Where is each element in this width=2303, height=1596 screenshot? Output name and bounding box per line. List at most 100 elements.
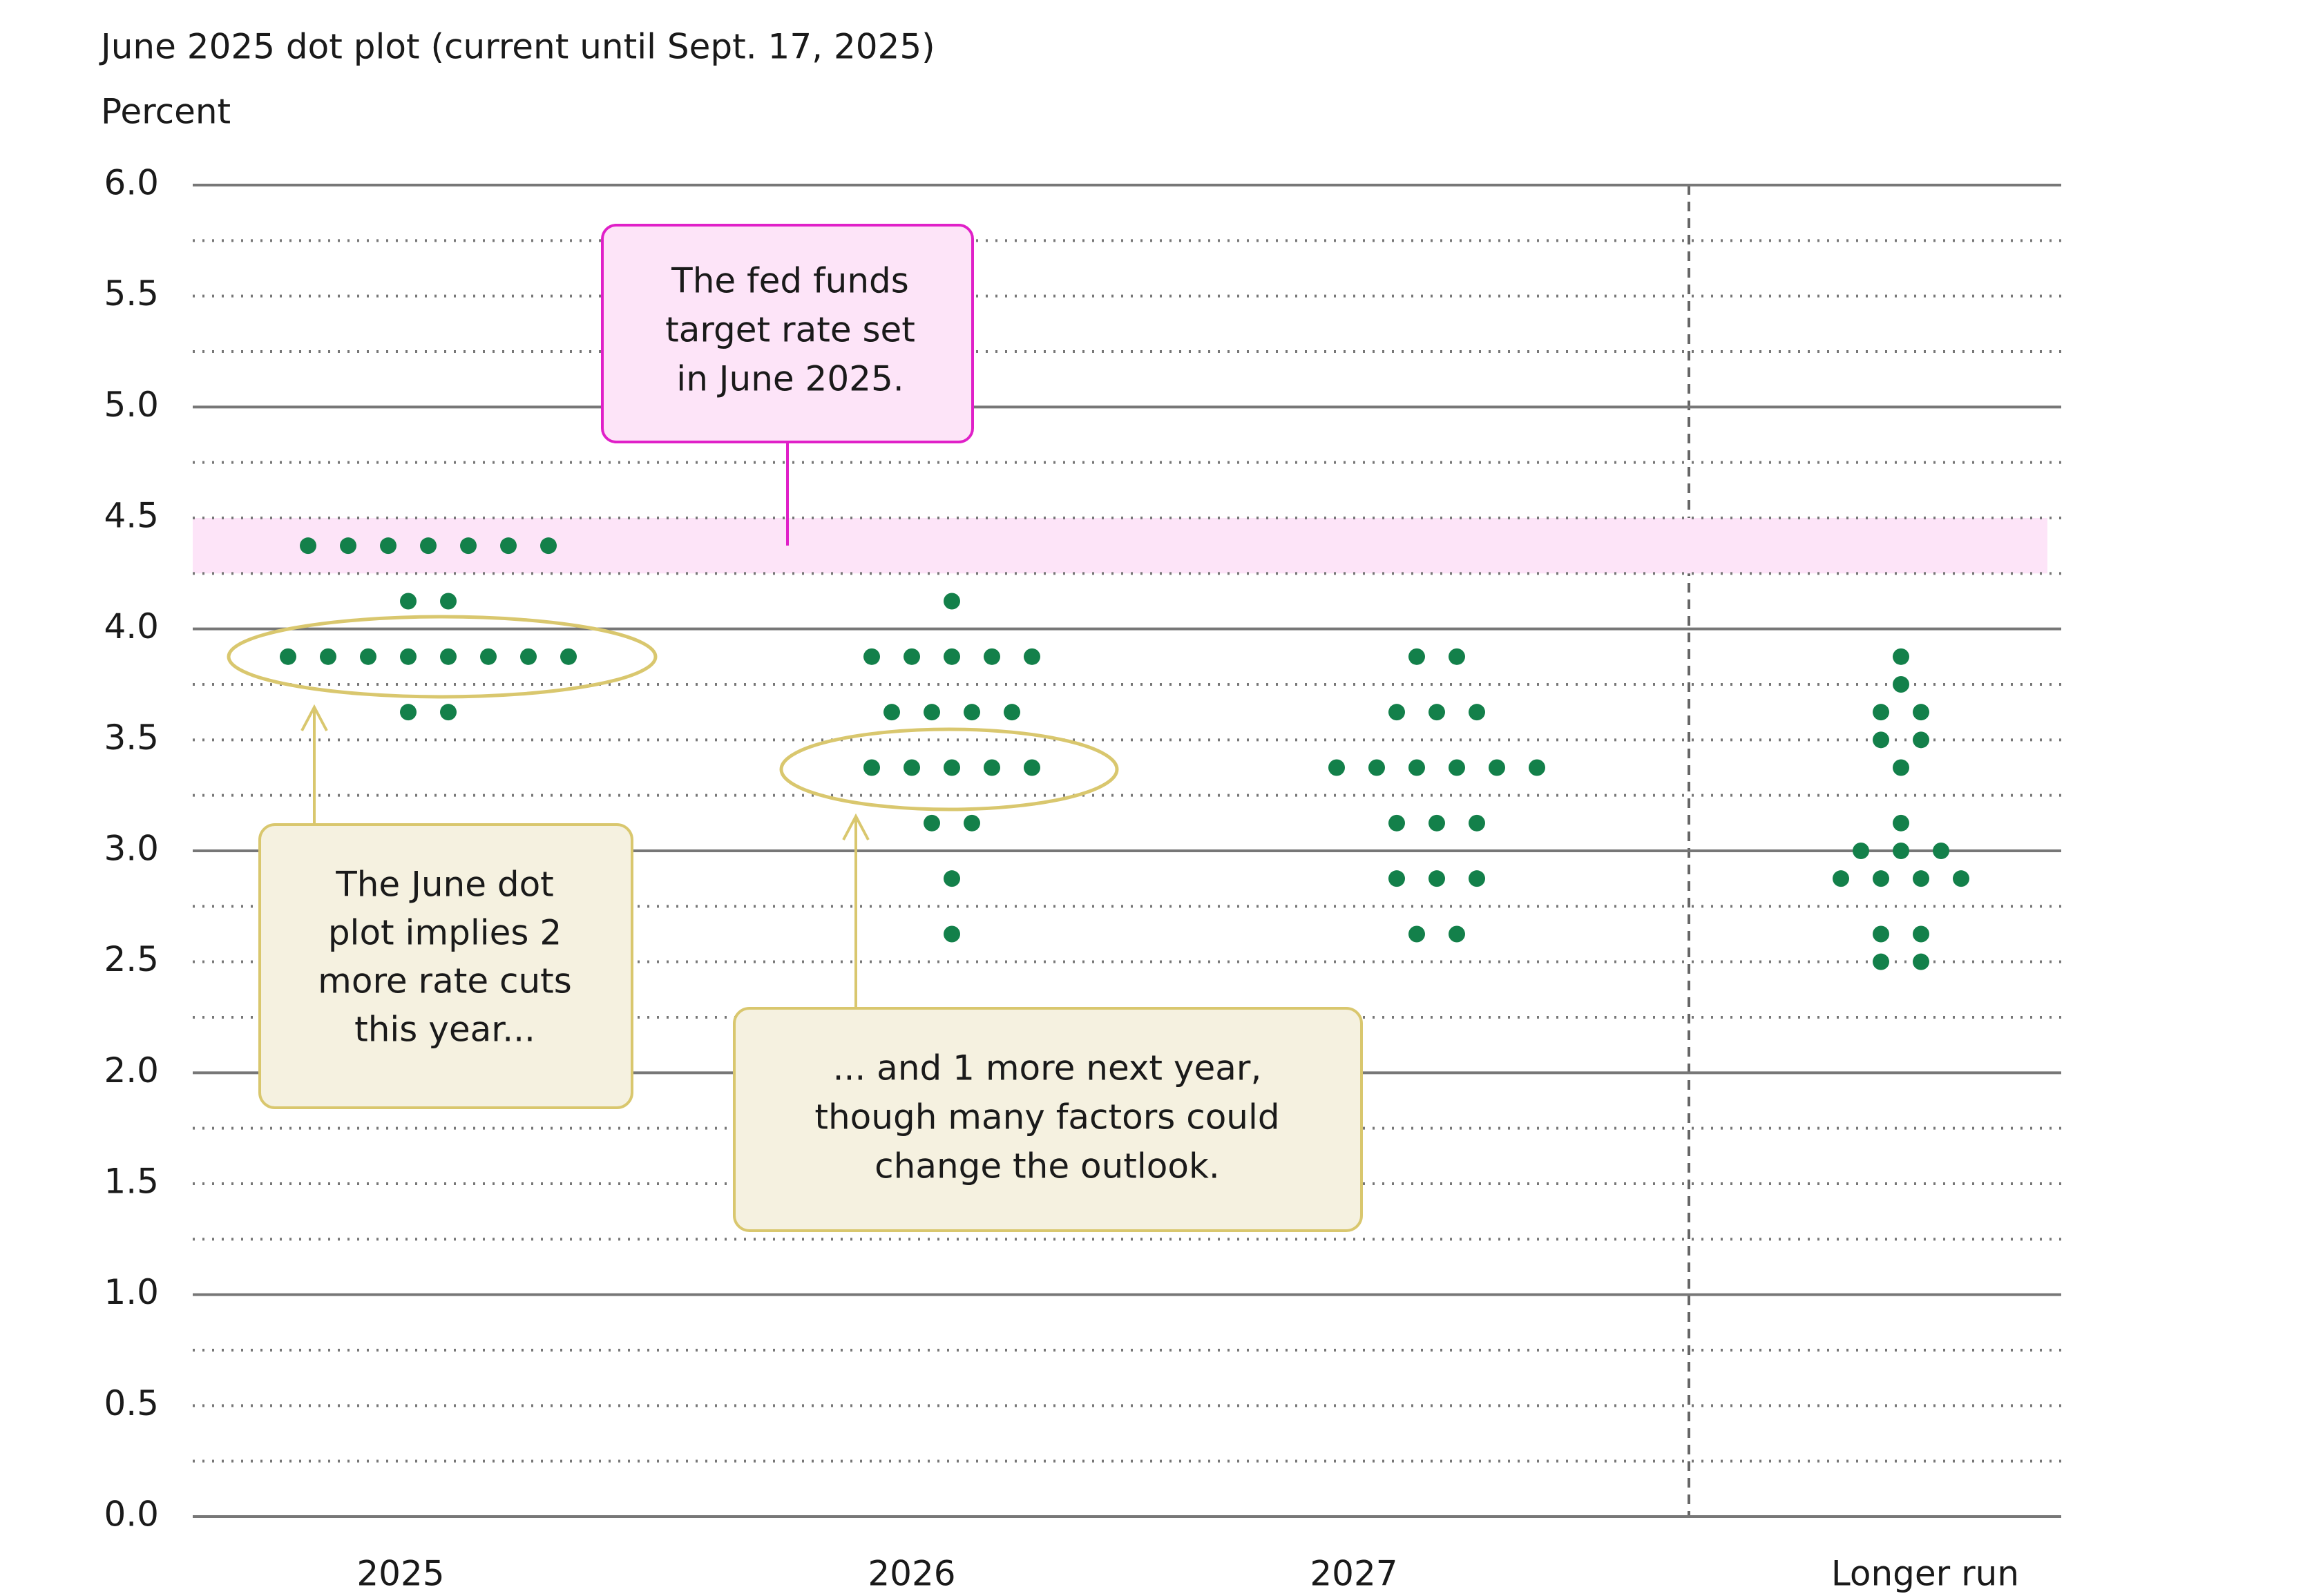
y-tick-label: 4.5 — [104, 496, 159, 536]
dot — [1893, 843, 1909, 859]
dot — [944, 870, 960, 887]
dot — [863, 648, 880, 665]
y-tick-label: 5.5 — [104, 273, 159, 314]
callout-arrowhead — [842, 813, 870, 840]
dot — [1408, 925, 1425, 943]
y-tick-label: 5.0 — [104, 385, 159, 425]
annotation-text: though many factors could — [814, 1097, 1279, 1137]
dot — [1893, 676, 1909, 693]
y-tick-label: 2.5 — [104, 939, 159, 979]
dot — [904, 759, 920, 776]
dot — [863, 759, 880, 776]
dot — [440, 648, 457, 665]
dot — [380, 537, 396, 555]
dot — [1529, 759, 1545, 776]
dot — [280, 648, 296, 665]
dot — [1368, 759, 1385, 776]
dot — [1388, 870, 1405, 887]
y-tick-label: 4.0 — [104, 606, 159, 646]
dot — [440, 704, 457, 721]
x-tick-label: 2025 — [356, 1554, 444, 1594]
chart-title: June 2025 dot plot (current until Sept. … — [99, 27, 935, 67]
dot — [1893, 759, 1909, 776]
dot — [1833, 870, 1849, 887]
dot — [1449, 759, 1465, 776]
y-tick-label: 0.0 — [104, 1494, 159, 1535]
dot — [944, 925, 960, 943]
dot — [1853, 843, 1869, 859]
dot — [420, 537, 437, 555]
dot — [924, 814, 940, 831]
dot — [400, 648, 417, 665]
y-tick-label: 6.0 — [104, 163, 159, 203]
dot — [964, 814, 980, 831]
dot — [520, 648, 537, 665]
dot — [1913, 925, 1929, 943]
annotation-text: The fed funds — [671, 261, 909, 301]
grid-layer: 0.0 0.5 1.0 1.5 2.0 2.5 3.0 3.5 4.0 4.5 5.0 5.5 6.0 2… — [104, 163, 2061, 1594]
dot — [904, 648, 920, 665]
annotation-text: this year... — [354, 1010, 535, 1050]
dot — [944, 593, 960, 610]
dot — [1873, 925, 1889, 943]
dot — [1428, 870, 1445, 887]
dot — [400, 593, 417, 610]
dot — [1428, 814, 1445, 831]
dot — [360, 648, 376, 665]
dot — [984, 759, 1000, 776]
dot — [1873, 704, 1889, 721]
dot — [1893, 648, 1909, 665]
dot — [944, 648, 960, 665]
annotation-text: ... and 1 more next year, — [833, 1048, 1262, 1088]
annotation-text: The June dot — [335, 865, 554, 905]
highlight-ellipse — [227, 615, 658, 699]
dot — [400, 704, 417, 721]
dot — [1469, 870, 1485, 887]
dot — [1449, 925, 1465, 943]
dot — [300, 537, 316, 555]
dot — [1388, 704, 1405, 721]
callout-box — [258, 823, 633, 1109]
dot — [1873, 731, 1889, 749]
dot — [984, 648, 1000, 665]
dot — [1913, 731, 1929, 749]
dot — [1893, 814, 1909, 831]
highlight-ellipse — [779, 727, 1119, 811]
dot — [540, 537, 557, 555]
annotation-text: in June 2025. — [676, 359, 904, 399]
dot — [1004, 704, 1020, 721]
x-tick-label: 2027 — [1310, 1554, 1397, 1594]
dot — [1024, 648, 1040, 665]
annotation-text: change the outlook. — [875, 1146, 1220, 1186]
annotation-text: target rate set — [665, 310, 915, 350]
dot — [964, 704, 980, 721]
y-tick-label: 2.0 — [104, 1050, 159, 1090]
dot — [1408, 759, 1425, 776]
x-tick-label: 2026 — [868, 1554, 955, 1594]
dot — [1428, 704, 1445, 721]
callout-box — [601, 224, 974, 443]
dot — [883, 704, 900, 721]
dot — [320, 648, 336, 665]
dot — [1024, 759, 1040, 776]
dot — [1913, 953, 1929, 970]
y-tick-label: 0.5 — [104, 1383, 159, 1423]
dot — [924, 704, 940, 721]
y-axis-label: Percent — [101, 92, 231, 132]
dot — [1913, 704, 1929, 721]
dot — [460, 537, 477, 555]
annotation-text: more rate cuts — [318, 961, 572, 1001]
annotations-layer: The fed funds target rate set in June 2025… — [318, 261, 1279, 1186]
annotation-text: plot implies 2 — [328, 913, 562, 953]
dot — [1873, 953, 1889, 970]
dot — [1489, 759, 1505, 776]
dot — [1933, 843, 1949, 859]
callout-arrowhead — [300, 704, 328, 731]
dot — [340, 537, 356, 555]
dot — [944, 759, 960, 776]
y-tick-label: 3.5 — [104, 718, 159, 758]
dot — [1873, 870, 1889, 887]
y-tick-label: 1.0 — [104, 1272, 159, 1312]
dot — [1953, 870, 1969, 887]
